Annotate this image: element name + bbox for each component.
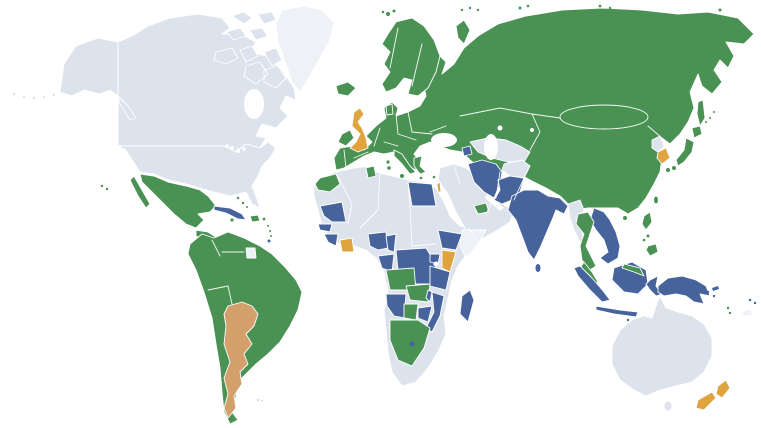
country-australia bbox=[611, 295, 713, 397]
country-cote-divoire bbox=[339, 237, 355, 253]
kuril-islands bbox=[705, 111, 715, 123]
country-cuba bbox=[213, 205, 247, 221]
hainan-island bbox=[623, 216, 627, 220]
country-azerbaijan bbox=[461, 145, 473, 157]
black-sea bbox=[431, 133, 457, 147]
lake-victoria bbox=[433, 261, 439, 267]
country-south-korea bbox=[656, 147, 671, 165]
country-senegal bbox=[317, 223, 333, 233]
country-argentina bbox=[223, 301, 259, 419]
country-usa-alaska bbox=[59, 37, 119, 97]
malaysia-borneo bbox=[621, 263, 645, 277]
country-jamaica bbox=[230, 218, 234, 222]
country-lesotho bbox=[409, 341, 415, 347]
country-india bbox=[507, 189, 569, 261]
fiji-dots bbox=[748, 298, 757, 305]
vietnam-laos-cambodia bbox=[589, 207, 621, 265]
country-usa-alaska-panhandle bbox=[117, 95, 137, 121]
country-ethiopia bbox=[437, 229, 463, 251]
country-new-zealand bbox=[695, 379, 731, 411]
countries-base bbox=[59, 4, 755, 425]
country-taiwan bbox=[654, 196, 658, 204]
country-malawi bbox=[425, 289, 433, 303]
tasmania bbox=[663, 400, 673, 412]
country-zambia bbox=[405, 283, 431, 303]
puerto-rico bbox=[262, 217, 266, 221]
russian-arctic-islands bbox=[381, 4, 722, 45]
country-suriname bbox=[245, 247, 257, 259]
country-sri-lanka bbox=[535, 264, 541, 272]
country-zimbabwe bbox=[417, 305, 433, 323]
country-botswana bbox=[403, 303, 419, 321]
lesser-antilles-dots bbox=[267, 225, 272, 237]
country-guinea bbox=[323, 233, 339, 247]
aleutian-islands bbox=[12, 92, 56, 100]
country-uk bbox=[349, 107, 369, 153]
caspian-sea bbox=[484, 134, 498, 160]
countries-overlays bbox=[12, 92, 757, 412]
bahamas-dots bbox=[236, 196, 248, 208]
country-israel bbox=[436, 181, 442, 193]
country-borders bbox=[117, 27, 663, 305]
aral-sea bbox=[497, 125, 503, 131]
country-japan bbox=[666, 125, 703, 172]
solomon-islands bbox=[700, 286, 719, 298]
seas-and-lakes bbox=[225, 89, 534, 267]
country-mozambique bbox=[425, 291, 445, 333]
lake-balkhash bbox=[530, 128, 534, 132]
country-namibia bbox=[385, 293, 407, 319]
great-lakes bbox=[225, 144, 246, 154]
new-caledonia bbox=[742, 310, 752, 316]
hudson-bay bbox=[244, 89, 264, 119]
indonesia-java bbox=[595, 305, 639, 318]
country-italy bbox=[393, 149, 417, 175]
country-ireland bbox=[337, 129, 355, 147]
country-somalia bbox=[459, 229, 487, 259]
country-tanzania bbox=[429, 265, 451, 291]
country-mauritania bbox=[319, 201, 347, 223]
country-north-korea bbox=[651, 135, 665, 153]
hispaniola bbox=[249, 214, 261, 223]
country-denmark bbox=[385, 103, 394, 116]
falkland-islands bbox=[256, 398, 264, 403]
country-tunisia bbox=[365, 165, 377, 179]
country-nigeria bbox=[367, 231, 389, 251]
country-madagascar bbox=[459, 289, 475, 323]
country-iceland bbox=[335, 81, 357, 97]
country-thailand bbox=[575, 211, 597, 271]
mediterranean-islands bbox=[386, 160, 436, 180]
country-mexico bbox=[139, 173, 217, 229]
hawaii-dots bbox=[100, 184, 109, 191]
country-greece bbox=[413, 155, 427, 175]
country-greenland bbox=[275, 5, 335, 93]
country-egypt bbox=[407, 181, 437, 207]
country-cameroon bbox=[385, 233, 397, 253]
trinidad bbox=[267, 239, 271, 243]
vanuatu-dots bbox=[726, 306, 732, 315]
country-uae bbox=[473, 202, 490, 215]
indonesia-sumatra bbox=[573, 265, 611, 303]
persian-gulf bbox=[485, 194, 504, 211]
country-mexico-baja bbox=[129, 175, 151, 209]
new-guinea bbox=[657, 275, 711, 305]
sakhalin-island bbox=[696, 99, 706, 127]
canadian-arctic-islands bbox=[213, 11, 287, 89]
country-philippines bbox=[641, 211, 659, 257]
country-morocco bbox=[314, 173, 341, 193]
country-usa bbox=[117, 141, 277, 209]
